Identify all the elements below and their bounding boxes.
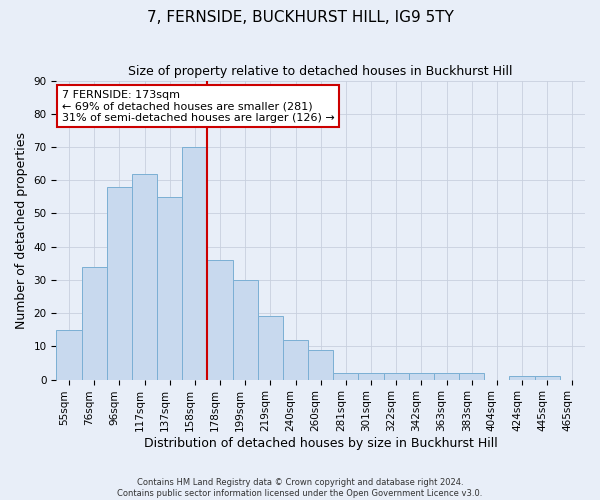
Bar <box>208 260 233 380</box>
Bar <box>459 373 484 380</box>
Bar <box>157 197 182 380</box>
Bar <box>434 373 459 380</box>
Text: 7, FERNSIDE, BUCKHURST HILL, IG9 5TY: 7, FERNSIDE, BUCKHURST HILL, IG9 5TY <box>146 10 454 25</box>
Bar <box>358 373 383 380</box>
Bar <box>535 376 560 380</box>
Text: 7 FERNSIDE: 173sqm
← 69% of detached houses are smaller (281)
31% of semi-detach: 7 FERNSIDE: 173sqm ← 69% of detached hou… <box>62 90 334 122</box>
Bar <box>182 147 208 380</box>
Bar <box>509 376 535 380</box>
Bar <box>107 187 132 380</box>
Text: Contains HM Land Registry data © Crown copyright and database right 2024.
Contai: Contains HM Land Registry data © Crown c… <box>118 478 482 498</box>
Bar <box>132 174 157 380</box>
Bar <box>258 316 283 380</box>
Bar <box>82 266 107 380</box>
Bar <box>56 330 82 380</box>
Bar <box>409 373 434 380</box>
Bar <box>333 373 358 380</box>
Bar <box>233 280 258 380</box>
Bar <box>383 373 409 380</box>
Title: Size of property relative to detached houses in Buckhurst Hill: Size of property relative to detached ho… <box>128 65 513 78</box>
Bar <box>308 350 333 380</box>
X-axis label: Distribution of detached houses by size in Buckhurst Hill: Distribution of detached houses by size … <box>144 437 497 450</box>
Bar <box>283 340 308 380</box>
Y-axis label: Number of detached properties: Number of detached properties <box>15 132 28 328</box>
